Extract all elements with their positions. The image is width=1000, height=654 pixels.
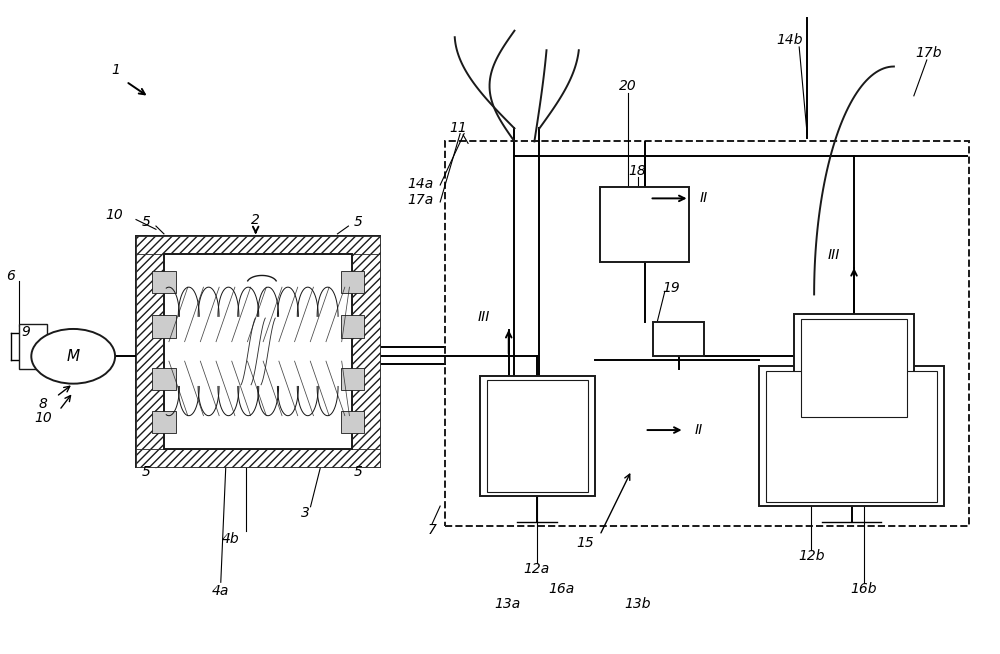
Text: 19: 19	[663, 281, 680, 295]
Bar	[600, 187, 689, 262]
Text: 14b: 14b	[776, 33, 802, 48]
Bar	[766, 371, 937, 502]
Bar	[152, 411, 176, 433]
Text: 14a: 14a	[407, 177, 433, 191]
Bar	[759, 366, 944, 506]
Text: II: II	[694, 423, 703, 437]
Bar	[136, 236, 380, 254]
Text: 16b: 16b	[851, 583, 877, 596]
Circle shape	[31, 329, 115, 384]
Text: 17a: 17a	[407, 193, 433, 207]
Text: 17b: 17b	[916, 46, 942, 60]
Text: 6: 6	[6, 269, 15, 283]
Bar	[480, 376, 595, 496]
Bar	[152, 368, 176, 390]
Bar	[152, 315, 176, 337]
Text: 18: 18	[629, 164, 646, 178]
Bar	[136, 236, 380, 467]
Bar	[19, 324, 47, 370]
Text: 2: 2	[251, 213, 260, 226]
Text: III: III	[828, 249, 840, 262]
Text: III: III	[478, 310, 490, 324]
Text: 5: 5	[142, 465, 150, 479]
Bar	[352, 254, 380, 449]
Text: 5: 5	[354, 465, 363, 479]
Text: 7: 7	[428, 523, 437, 537]
Bar	[136, 254, 164, 449]
Bar	[341, 411, 364, 433]
Bar	[341, 368, 364, 390]
Bar	[164, 254, 352, 449]
Text: 10: 10	[105, 208, 123, 222]
Bar	[487, 381, 588, 492]
Text: 10: 10	[34, 411, 52, 425]
Text: 5: 5	[354, 215, 363, 228]
Text: 8: 8	[39, 397, 48, 411]
Text: 12b: 12b	[798, 549, 824, 563]
Bar	[445, 141, 969, 526]
Text: 4a: 4a	[212, 584, 229, 598]
Text: 11: 11	[449, 122, 467, 135]
Bar	[653, 322, 704, 356]
Text: II: II	[699, 192, 708, 205]
Bar	[794, 314, 914, 421]
Text: 1: 1	[112, 63, 121, 77]
Text: 5: 5	[142, 215, 150, 228]
Text: 9: 9	[22, 324, 31, 339]
Text: 4b: 4b	[222, 532, 240, 545]
Text: 3: 3	[301, 506, 310, 519]
Text: 13a: 13a	[494, 596, 520, 611]
Bar	[801, 318, 907, 417]
Text: 12a: 12a	[524, 562, 550, 576]
Text: 16a: 16a	[549, 583, 575, 596]
Bar	[341, 271, 364, 293]
Text: 20: 20	[619, 79, 637, 93]
Bar	[341, 315, 364, 337]
Text: M: M	[67, 349, 80, 364]
Bar	[136, 449, 380, 467]
Text: 13b: 13b	[624, 596, 651, 611]
Text: 15: 15	[576, 536, 594, 550]
Bar	[152, 271, 176, 293]
